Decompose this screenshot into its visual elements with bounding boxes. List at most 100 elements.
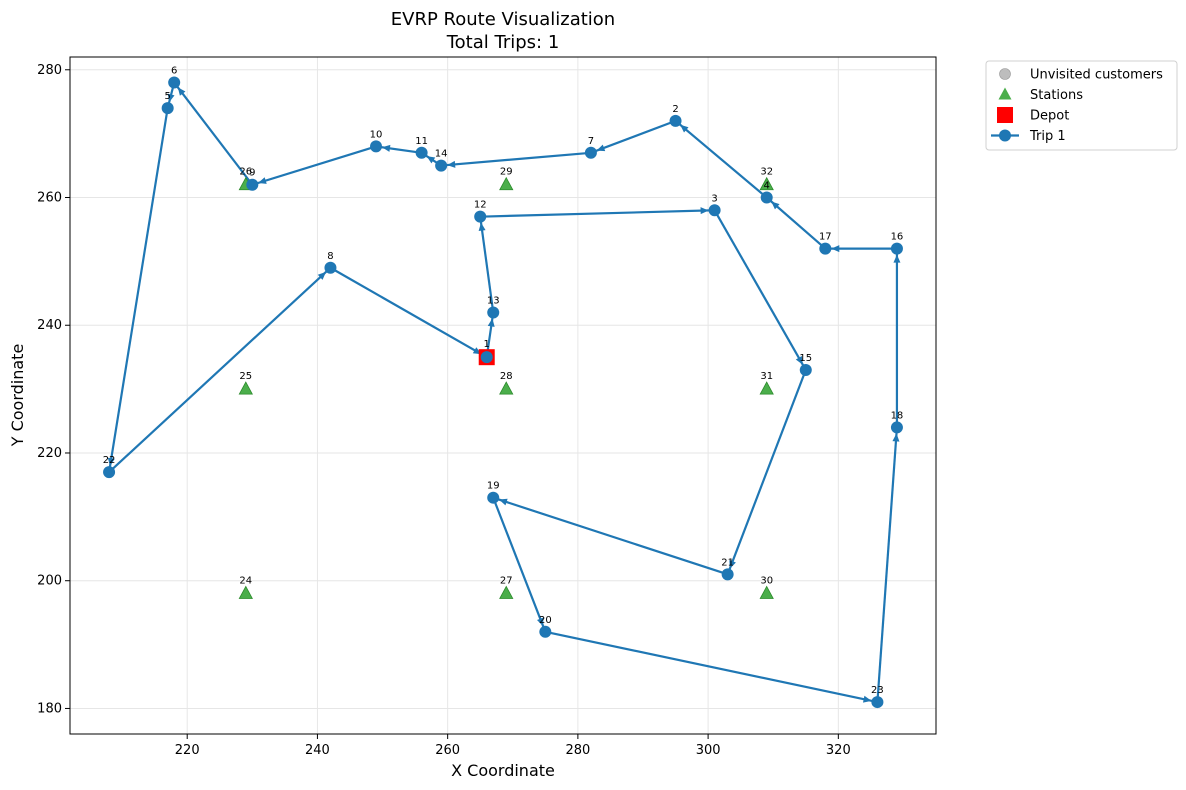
y-axis-title: Y Coordinate: [8, 344, 27, 448]
route-arrow: [729, 560, 736, 569]
customer-label: 13: [487, 295, 500, 306]
route-segment: [590, 119, 676, 154]
route-arrow: [498, 498, 508, 506]
route-segment: [726, 369, 807, 575]
route-segment: [173, 81, 254, 186]
route-segment: [545, 630, 878, 704]
customer-label: 8: [327, 251, 333, 262]
route-arrow: [258, 177, 267, 184]
station-marker: [499, 585, 514, 599]
customer-marker: [721, 568, 734, 581]
route-arrow: [487, 318, 495, 327]
customer-label: 7: [588, 136, 594, 147]
customer-marker: [161, 102, 174, 115]
route-segment: [713, 209, 807, 371]
route-segment: [441, 151, 591, 167]
legend: Unvisited customers Stations Depot Trip 1: [985, 60, 1178, 151]
x-tick-label: 220: [175, 743, 200, 758]
customer-marker: [487, 306, 500, 319]
customer-label: 9: [249, 168, 255, 179]
customer-marker: [487, 491, 500, 504]
customer-marker: [871, 696, 884, 709]
route-arrow: [831, 245, 840, 253]
legend-station-marker: [998, 87, 1012, 100]
customer-label: 3: [711, 193, 717, 204]
station-marker: [499, 176, 514, 191]
station-label: 28: [500, 371, 513, 382]
station-label: 26: [239, 167, 252, 178]
legend-label: Stations: [1030, 88, 1083, 103]
route-arrow: [167, 93, 175, 103]
x-tick-label: 300: [696, 743, 721, 758]
node-labels: 2425262728293031322345678910111213141516…: [103, 66, 904, 697]
route-arrow: [596, 144, 606, 152]
legend-box: [985, 60, 1178, 151]
route-arrow: [177, 87, 186, 96]
station-markers: [238, 176, 774, 599]
customer-marker: [435, 159, 448, 172]
y-tick-label: 220: [37, 446, 62, 461]
route-segment: [492, 496, 728, 576]
depot-label: 1: [484, 339, 490, 350]
station-label: 32: [760, 167, 773, 178]
x-tick-label: 240: [305, 743, 330, 758]
customer-label: 18: [891, 410, 904, 421]
route-segment: [480, 209, 715, 218]
y-tick-label: 240: [37, 318, 62, 333]
route-segment: [876, 427, 899, 703]
grid-lines: [70, 57, 936, 734]
customer-label: 14: [435, 149, 448, 160]
route-arrow: [381, 144, 391, 152]
route-arrow: [317, 271, 327, 280]
customer-marker: [760, 191, 773, 204]
route-arrow: [771, 201, 780, 210]
station-label: 24: [239, 575, 252, 586]
station-label: 29: [500, 167, 513, 178]
x-axis-title: X Coordinate: [451, 761, 555, 780]
customer-marker: [819, 242, 832, 255]
customer-marker: [370, 140, 383, 153]
customer-marker: [890, 421, 903, 434]
customer-label: 15: [799, 353, 812, 364]
customer-label: 12: [474, 200, 487, 211]
route-segment: [674, 120, 768, 199]
route-arrow: [680, 124, 689, 133]
customer-label: 20: [539, 615, 552, 626]
customer-label: 22: [103, 455, 116, 466]
customer-marker: [246, 178, 259, 191]
station-label: 31: [760, 371, 773, 382]
customer-label: 21: [721, 557, 734, 568]
chart-title: EVRP Route Visualization: [391, 9, 615, 30]
legend-label: Unvisited customers: [1030, 68, 1163, 83]
customer-marker: [324, 261, 337, 274]
station-marker: [759, 381, 774, 395]
station-marker: [759, 176, 774, 191]
customer-label: 10: [370, 129, 383, 140]
station-marker: [759, 585, 774, 599]
customer-label: 2: [672, 104, 678, 115]
depot-marker: [478, 349, 495, 366]
customer-label: 4: [764, 181, 770, 192]
customer-marker: [474, 210, 487, 223]
y-tick-label: 280: [37, 63, 62, 78]
customer-label: 6: [171, 66, 177, 77]
y-tick-label: 200: [37, 574, 62, 589]
x-tick-label: 260: [435, 743, 460, 758]
station-marker: [499, 381, 514, 395]
customer-marker: [103, 466, 116, 479]
route-segment: [108, 266, 332, 473]
route-arrow: [892, 433, 900, 442]
route-segment: [107, 107, 169, 473]
legend-label: Trip 1: [1029, 129, 1066, 144]
customer-marker: [415, 146, 428, 159]
route-arrow: [426, 156, 436, 164]
plot-frame: [69, 56, 937, 735]
customer-marker: [669, 114, 682, 127]
station-label: 25: [239, 371, 252, 382]
route-arrow: [700, 207, 709, 215]
customer-marker: [799, 363, 812, 376]
customer-marker: [168, 76, 181, 89]
legend-trip-marker: [999, 129, 1011, 142]
